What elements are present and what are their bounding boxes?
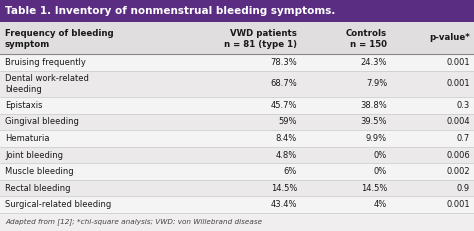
Text: 4%: 4% [374,200,387,209]
Text: Epistaxis: Epistaxis [5,101,43,110]
Text: 78.3%: 78.3% [270,58,297,67]
Text: 14.5%: 14.5% [271,184,297,193]
Text: symptom: symptom [5,40,50,49]
Text: 0.001: 0.001 [447,200,470,209]
Bar [0,54,474,70]
Bar [0,163,474,180]
Text: 45.7%: 45.7% [271,101,297,110]
Text: 24.3%: 24.3% [361,58,387,67]
Text: 43.4%: 43.4% [271,200,297,209]
Text: Dental work-related
bleeding: Dental work-related bleeding [5,74,89,94]
Text: 0%: 0% [374,151,387,160]
Text: Bruising frequently: Bruising frequently [5,58,86,67]
Bar [0,147,474,163]
Text: Controls: Controls [346,29,387,38]
Text: 68.7%: 68.7% [270,79,297,88]
Text: p-value*: p-value* [429,33,470,43]
Text: 0.006: 0.006 [446,151,470,160]
Bar [0,114,474,130]
Text: 39.5%: 39.5% [361,117,387,126]
Text: Table 1. Inventory of nonmenstrual bleeding symptoms.: Table 1. Inventory of nonmenstrual bleed… [5,6,336,16]
Bar [0,70,474,97]
Text: Muscle bleeding: Muscle bleeding [5,167,73,176]
Text: 9.9%: 9.9% [366,134,387,143]
Text: 59%: 59% [279,117,297,126]
Text: Gingival bleeding: Gingival bleeding [5,117,79,126]
Text: 0.001: 0.001 [447,79,470,88]
Text: 7.9%: 7.9% [366,79,387,88]
Text: n = 150: n = 150 [350,40,387,49]
Text: 0.9: 0.9 [457,184,470,193]
Text: 6%: 6% [283,167,297,176]
Bar [0,22,474,54]
Text: 0.004: 0.004 [447,117,470,126]
Text: Frequency of bleeding: Frequency of bleeding [5,29,114,38]
Text: VWD patients: VWD patients [230,29,297,38]
Bar [0,196,474,213]
Text: 0%: 0% [374,167,387,176]
Text: Rectal bleeding: Rectal bleeding [5,184,71,193]
Text: 4.8%: 4.8% [276,151,297,160]
Text: 0.002: 0.002 [447,167,470,176]
Bar [0,130,474,147]
Bar [0,97,474,114]
Text: 38.8%: 38.8% [360,101,387,110]
Text: 0.7: 0.7 [457,134,470,143]
Bar [0,180,474,196]
Text: Hematuria: Hematuria [5,134,49,143]
Text: Adapted from [12]; *chi-square analysis; VWD: von Willebrand disease: Adapted from [12]; *chi-square analysis;… [5,219,262,225]
Text: Surgical-related bleeding: Surgical-related bleeding [5,200,111,209]
Text: Joint bleeding: Joint bleeding [5,151,63,160]
Text: 14.5%: 14.5% [361,184,387,193]
Text: n = 81 (type 1): n = 81 (type 1) [224,40,297,49]
Text: 0.001: 0.001 [447,58,470,67]
Bar [0,0,474,22]
Text: 0.3: 0.3 [457,101,470,110]
Text: 8.4%: 8.4% [276,134,297,143]
